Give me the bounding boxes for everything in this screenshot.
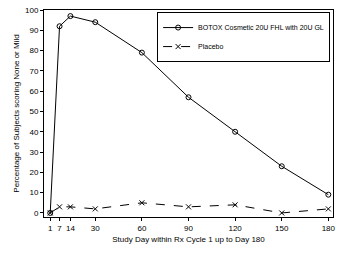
svg-text:14: 14 [66,224,75,233]
svg-text:0: 0 [34,209,39,218]
svg-text:100: 100 [25,6,39,15]
svg-text:20: 20 [29,168,38,177]
svg-text:Percentage of Subjects scoring: Percentage of Subjects scoring None or M… [12,34,21,192]
svg-text:70: 70 [29,67,38,76]
svg-text:80: 80 [29,46,38,55]
svg-text:90: 90 [184,224,193,233]
svg-text:BOTOX Cosmetic 20U FHL with 20: BOTOX Cosmetic 20U FHL with 20U GL [198,24,324,31]
svg-text:90: 90 [29,26,38,35]
svg-text:Study Day within Rx Cycle 1 up: Study Day within Rx Cycle 1 up to Day 18… [112,235,265,244]
svg-text:30: 30 [29,148,38,157]
svg-text:180: 180 [322,224,336,233]
svg-text:60: 60 [137,224,146,233]
svg-text:150: 150 [275,224,289,233]
svg-text:120: 120 [228,224,242,233]
svg-text:10: 10 [29,188,38,197]
svg-text:50: 50 [29,107,38,116]
svg-text:30: 30 [91,224,100,233]
svg-text:60: 60 [29,87,38,96]
svg-text:Placebo: Placebo [198,43,223,50]
svg-text:7: 7 [57,224,62,233]
svg-text:1: 1 [48,224,53,233]
svg-text:40: 40 [29,128,38,137]
